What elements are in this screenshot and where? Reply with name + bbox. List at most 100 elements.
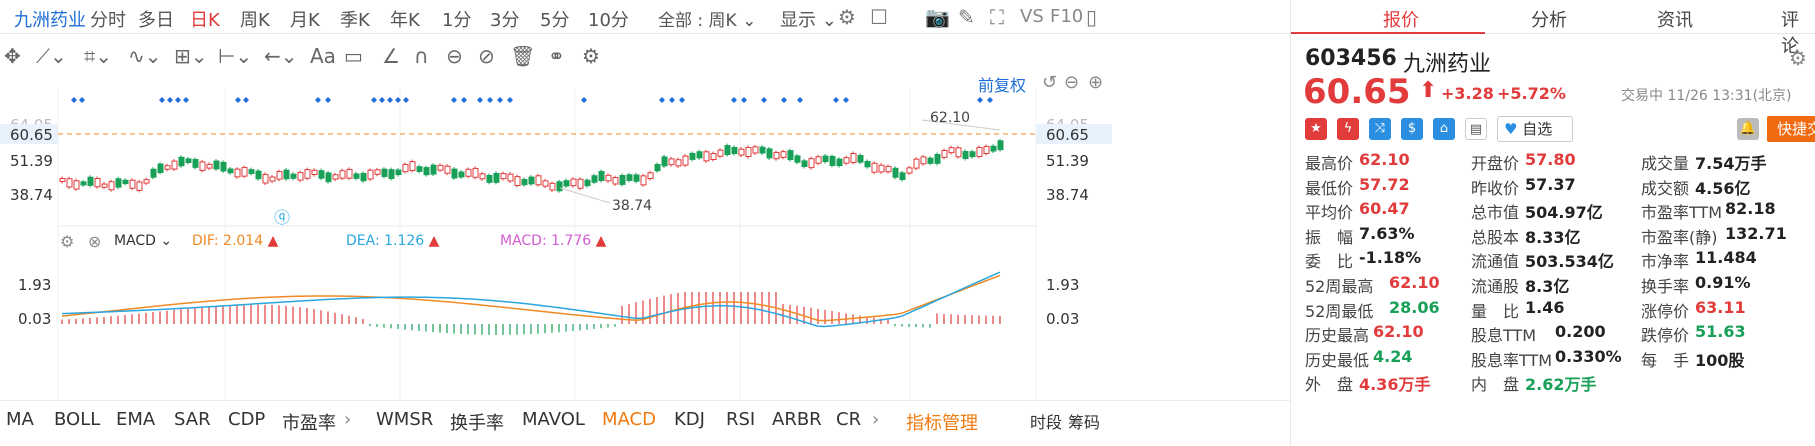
ind-cr[interactable]: CR [836, 409, 862, 430]
quick-trade-button[interactable]: 快捷交易 [1767, 116, 1815, 142]
right-macd-level-high: 1.93 [1046, 276, 1080, 294]
candle-body [220, 161, 227, 172]
macd-settings-icon[interactable]: ⚙ [60, 232, 75, 251]
event-marker-icon[interactable]: ⓠ [274, 208, 291, 227]
wave-tool-icon[interactable]: ∿⌄ [128, 44, 162, 68]
ind-macd[interactable]: MACD [602, 409, 656, 430]
period-minute[interactable]: 分时 [90, 10, 126, 31]
line-tool-icon[interactable]: ⟋⌄ [36, 44, 67, 68]
time-segment-button[interactable]: 时段 [1030, 413, 1063, 432]
candle-body [283, 169, 290, 180]
ind-sar[interactable]: SAR [174, 409, 211, 430]
range-select[interactable]: 全部 : 周K ⌄ [658, 6, 756, 31]
vs-button[interactable]: VS [1020, 6, 1044, 27]
period-10min[interactable]: 10分 [588, 10, 629, 31]
kline-chart-area[interactable]: 前复权 ↺ ⊖ ⊕ 64.05 60.65 51.39 38.74 64.05 … [0, 72, 1290, 408]
fib-tool-icon[interactable]: ⊞⌄ [174, 44, 208, 68]
up-arrow-icon: ▲ [595, 233, 607, 249]
ind-ma[interactable]: MA [6, 409, 34, 430]
ind-kdj[interactable]: KDJ [674, 409, 705, 430]
ind-rsi[interactable]: RSI [726, 409, 756, 430]
stat-value: 28.06 [1389, 297, 1440, 317]
color-box-icon[interactable]: ☐ [870, 5, 888, 29]
tab-news[interactable]: 资讯 [1657, 10, 1693, 31]
magnet-icon[interactable]: ∩ [414, 44, 429, 68]
bell-icon[interactable]: 🔔 [1737, 118, 1759, 140]
stat-value: 8.3亿 [1525, 277, 1570, 296]
macd-close-icon[interactable]: ⊗ [88, 232, 102, 251]
period-weekly[interactable]: 周K [240, 10, 270, 31]
stock-name-tab[interactable]: 九洲药业 [14, 10, 86, 31]
comment-tool-icon[interactable]: ▭ [344, 44, 363, 68]
ind-wmsr[interactable]: WMSR [376, 409, 434, 430]
ind-ema[interactable]: EMA [116, 409, 156, 430]
stat-label: 外 盘 [1305, 375, 1354, 395]
trash-icon[interactable]: 🗑 [510, 44, 536, 68]
period-daily[interactable]: 日K [190, 10, 220, 31]
scroll-right-icon[interactable]: › [344, 409, 352, 430]
camera-icon[interactable]: 📷 [925, 5, 950, 29]
zoom-out-icon[interactable]: ⊖ [1064, 72, 1080, 93]
candle-body [829, 155, 836, 166]
polyline-tool-icon[interactable]: ⌗⌄ [84, 44, 113, 68]
link-icon[interactable]: ⚭ [548, 44, 565, 68]
lock-icon[interactable]: ⊖ [446, 44, 463, 68]
flash-icon[interactable]: ϟ [1337, 118, 1359, 140]
note-icon[interactable]: ▤ [1465, 118, 1487, 140]
text-tool-icon[interactable]: Aa [310, 44, 336, 68]
dollar-icon[interactable]: $ [1401, 118, 1423, 140]
settings-icon[interactable]: ⚙ [838, 5, 856, 29]
shuffle-icon[interactable]: ⤨ [1369, 118, 1391, 140]
period-1min[interactable]: 1分 [442, 10, 472, 31]
ind-pe[interactable]: 市盈率 [282, 413, 336, 434]
adjust-button[interactable]: 前复权 [978, 76, 1027, 95]
stock-code: 603456 [1305, 46, 1397, 71]
settings-icon[interactable]: ⚙ [1789, 46, 1807, 70]
candle-body [199, 161, 206, 171]
pencil-icon[interactable]: ✎ [958, 5, 975, 29]
ind-arbr[interactable]: ARBR [772, 409, 822, 430]
ind-mavol[interactable]: MAVOL [522, 409, 585, 430]
display-button[interactable]: 显示 ⌄ [780, 6, 837, 32]
fullscreen-icon[interactable]: ⛶ [990, 5, 1004, 29]
active-tab-indicator [1291, 32, 1485, 34]
macd-select[interactable]: MACD ⌄ [114, 233, 172, 249]
ind-cdp[interactable]: CDP [228, 409, 266, 430]
angle-tool-icon[interactable]: ∠ [382, 44, 400, 68]
stat-value: 0.200 [1555, 322, 1606, 342]
stat-value: 62.10 [1389, 273, 1440, 292]
tab-comments[interactable]: 评论 [1781, 10, 1799, 57]
arrow-tool-icon[interactable]: ←⌄ [264, 44, 298, 68]
move-icon[interactable]: ✥ [4, 44, 21, 68]
add-watchlist-button[interactable]: ♥ 自选 [1497, 116, 1573, 142]
tag-icon[interactable]: ⌂ [1433, 118, 1455, 140]
candle-body [528, 176, 535, 185]
period-3min[interactable]: 3分 [490, 10, 520, 31]
scroll-right-icon[interactable]: › [872, 409, 880, 430]
measure-tool-icon[interactable]: ⊢⌄ [218, 44, 253, 68]
china-flag-icon[interactable]: ★ [1305, 118, 1327, 140]
period-multiday[interactable]: 多日 [138, 10, 174, 31]
stat-label: 市盈率TTM [1641, 203, 1723, 223]
grid-lines [57, 88, 1037, 400]
candle-body [346, 168, 353, 179]
candle-body [815, 156, 822, 164]
tab-analysis[interactable]: 分析 [1531, 10, 1567, 31]
period-monthly[interactable]: 月K [290, 10, 320, 31]
period-5min[interactable]: 5分 [540, 10, 570, 31]
period-quarterly[interactable]: 季K [340, 10, 370, 31]
ind-boll[interactable]: BOLL [54, 409, 101, 430]
f10-button[interactable]: F10 [1050, 6, 1084, 27]
panel-toggle-icon[interactable]: ▯ [1086, 5, 1098, 29]
gear-icon[interactable]: ⚙ [582, 44, 600, 68]
ind-turnover[interactable]: 换手率 [450, 413, 504, 434]
hide-icon[interactable]: ⊘ [478, 44, 495, 68]
undo-icon[interactable]: ↺ [1042, 72, 1058, 93]
zoom-in-icon[interactable]: ⊕ [1088, 72, 1104, 93]
chips-button[interactable]: 筹码 [1068, 413, 1101, 432]
tab-quote[interactable]: 报价 [1383, 10, 1419, 31]
dif-line [61, 274, 1001, 322]
chevron-down-icon: ⌄ [742, 11, 757, 31]
indicator-manage-button[interactable]: 指标管理 [906, 413, 978, 434]
period-yearly[interactable]: 年K [390, 10, 420, 31]
